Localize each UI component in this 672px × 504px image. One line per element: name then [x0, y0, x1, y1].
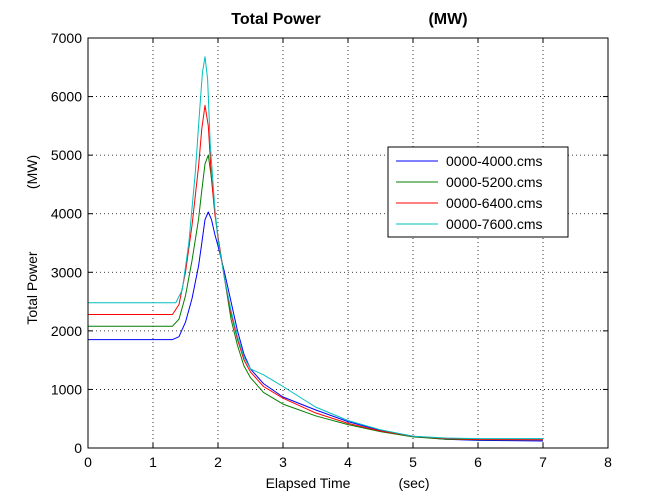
- x-tick-label: 4: [344, 454, 352, 470]
- y-tick-label: 6000: [51, 89, 82, 105]
- legend-entry-4: 0000-7600.cms: [446, 216, 543, 232]
- x-axis-label-right: (sec): [398, 475, 429, 491]
- y-tick-label: 3000: [51, 264, 82, 280]
- y-tick-label: 0: [74, 440, 82, 456]
- x-axis-label-left: Elapsed Time: [266, 475, 351, 491]
- legend-entry-3: 0000-6400.cms: [446, 195, 543, 211]
- y-tick-label: 4000: [51, 206, 82, 222]
- x-tick-label: 8: [604, 454, 612, 470]
- series-line-2: [88, 154, 543, 441]
- series-line-1: [88, 211, 544, 442]
- grid-lines: [88, 38, 608, 448]
- x-tick-label: 0: [84, 454, 92, 470]
- axis-ticks: [87, 37, 609, 449]
- chart-title-left: Total Power: [231, 11, 321, 28]
- x-tick-label: 3: [279, 454, 287, 470]
- y-axis-label-right: (MW): [24, 155, 40, 189]
- legend-entry-2: 0000-5200.cms: [446, 174, 543, 190]
- y-tick-label: 1000: [51, 381, 82, 397]
- x-tick-label: 7: [539, 454, 547, 470]
- y-tick-label: 7000: [51, 30, 82, 46]
- x-tick-label: 2: [214, 454, 222, 470]
- legend-box: [387, 146, 569, 238]
- series-line-4: [88, 56, 543, 440]
- x-tick-label: 5: [409, 454, 417, 470]
- series-lines: [88, 56, 544, 442]
- y-tick-label: 2000: [51, 323, 82, 339]
- y-axis-label-left: Total Power: [24, 251, 40, 324]
- x-tick-label: 1: [149, 454, 157, 470]
- chart-title-right: (MW): [428, 11, 467, 28]
- legend-entry-1: 0000-4000.cms: [446, 153, 543, 169]
- tick-labels: 0 1 2 3 4 5 6 7 8 0 1000 2000 3000 4000 5000 6000 7000: [51, 30, 612, 470]
- legend: 0000-4000.cms 0000-5200.cms 0000-6400.cms 0…: [387, 146, 569, 238]
- y-tick-label: 5000: [51, 147, 82, 163]
- x-tick-label: 6: [474, 454, 482, 470]
